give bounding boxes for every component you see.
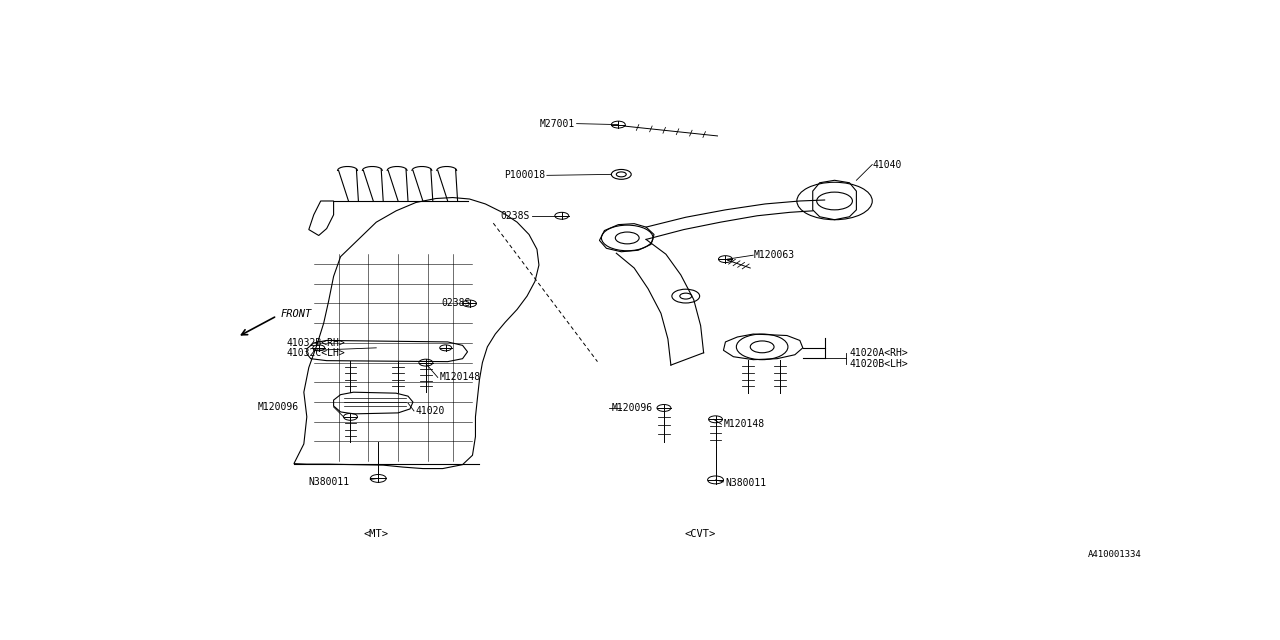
Text: 41032C<LH>: 41032C<LH> — [287, 348, 346, 358]
Text: 41020B<LH>: 41020B<LH> — [850, 358, 909, 369]
Text: <CVT>: <CVT> — [684, 529, 716, 539]
Text: A410001334: A410001334 — [1088, 550, 1142, 559]
Text: M27001: M27001 — [539, 118, 575, 129]
Text: N380011: N380011 — [308, 477, 349, 487]
Text: 0238S: 0238S — [442, 298, 471, 308]
Text: M120096: M120096 — [612, 403, 653, 413]
Text: 41032B<RH>: 41032B<RH> — [287, 338, 346, 348]
Text: 41020: 41020 — [416, 406, 445, 416]
Text: N380011: N380011 — [726, 478, 767, 488]
Text: FRONT: FRONT — [282, 309, 312, 319]
Text: 41020A<RH>: 41020A<RH> — [850, 348, 909, 358]
Text: 41040: 41040 — [872, 159, 901, 170]
Text: P100018: P100018 — [504, 170, 545, 180]
Text: M120063: M120063 — [753, 250, 795, 260]
Text: <MT>: <MT> — [364, 529, 389, 539]
Text: 0238S: 0238S — [500, 211, 530, 221]
Text: M120096: M120096 — [257, 402, 298, 412]
Text: M120148: M120148 — [723, 419, 764, 429]
Text: M120148: M120148 — [440, 372, 481, 383]
